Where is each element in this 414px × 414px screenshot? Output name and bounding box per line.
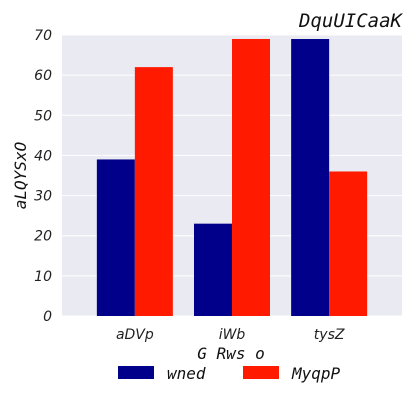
legend-label: MyqpP [291, 364, 341, 383]
chart-title: DquUICaaK [298, 10, 404, 32]
y-axis-label: aLQYSxO [11, 142, 30, 209]
y-tick-label: 70 [34, 28, 52, 44]
legend-swatch-MyqpP [243, 366, 279, 379]
x-tick-label: aDVp [116, 327, 154, 343]
x-tick-label: iWb [219, 327, 246, 343]
bar-wned-tysZ [291, 39, 330, 317]
bar-MyqpP-aDVp [134, 67, 173, 316]
y-tick-label: 60 [34, 68, 52, 84]
y-tick-label: 20 [34, 229, 52, 245]
bars [96, 39, 368, 317]
x-tick-labels: aDVp iWb tysZ [116, 327, 345, 343]
legend: wned MyqpP [118, 364, 341, 383]
y-tick-labels: 0 10 20 30 40 50 60 70 [34, 28, 52, 325]
bar-MyqpP-iWb [232, 39, 270, 317]
y-tick-label: 30 [34, 189, 52, 205]
bar-MyqpP-tysZ [329, 171, 368, 316]
y-tick-label: 40 [34, 148, 52, 164]
x-axis-label: G Rws o [197, 344, 264, 363]
y-tick-label: 10 [34, 269, 52, 285]
legend-label: wned [167, 364, 206, 383]
x-tick-label: tysZ [314, 327, 345, 343]
bar-wned-aDVp [96, 159, 135, 316]
y-tick-label: 0 [43, 309, 52, 325]
legend-swatch-wned [118, 366, 154, 379]
bar-wned-iWb [194, 223, 232, 316]
y-tick-label: 50 [34, 108, 52, 124]
